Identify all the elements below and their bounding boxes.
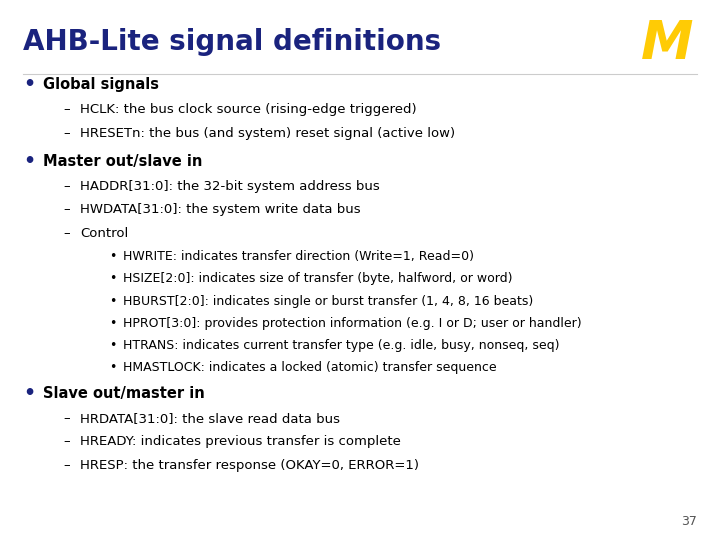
Text: HADDR[31:0]: the 32-bit system address bus: HADDR[31:0]: the 32-bit system address b… [81, 180, 380, 193]
Text: •: • [23, 384, 35, 403]
Text: AHB-Lite signal definitions: AHB-Lite signal definitions [23, 28, 441, 56]
Text: –: – [63, 180, 70, 193]
Text: Control: Control [81, 227, 129, 240]
Text: •: • [23, 75, 35, 94]
Text: –: – [63, 458, 70, 471]
Text: HWRITE: indicates transfer direction (Write=1, Read=0): HWRITE: indicates transfer direction (Wr… [123, 250, 474, 263]
Text: –: – [63, 435, 70, 448]
Text: HWDATA[31:0]: the system write data bus: HWDATA[31:0]: the system write data bus [81, 204, 361, 217]
Text: •: • [109, 317, 117, 330]
Text: Slave out/master in: Slave out/master in [43, 386, 204, 401]
Text: HPROT[3:0]: provides protection information (e.g. I or D; user or handler): HPROT[3:0]: provides protection informat… [123, 317, 582, 330]
Text: –: – [63, 412, 70, 425]
Text: HCLK: the bus clock source (rising-edge triggered): HCLK: the bus clock source (rising-edge … [81, 103, 417, 116]
Text: •: • [109, 294, 117, 308]
Text: •: • [109, 361, 117, 374]
Text: –: – [63, 204, 70, 217]
Text: Master out/slave in: Master out/slave in [43, 154, 202, 169]
Text: M: M [641, 17, 693, 70]
Text: –: – [63, 227, 70, 240]
Text: HMASTLOCK: indicates a locked (atomic) transfer sequence: HMASTLOCK: indicates a locked (atomic) t… [123, 361, 497, 374]
Text: •: • [23, 152, 35, 171]
Text: HSIZE[2:0]: indicates size of transfer (byte, halfword, or word): HSIZE[2:0]: indicates size of transfer (… [123, 272, 513, 285]
Text: HBURST[2:0]: indicates single or burst transfer (1, 4, 8, 16 beats): HBURST[2:0]: indicates single or burst t… [123, 294, 534, 308]
Text: HRESETn: the bus (and system) reset signal (active low): HRESETn: the bus (and system) reset sign… [81, 126, 456, 139]
Text: HRDATA[31:0]: the slave read data bus: HRDATA[31:0]: the slave read data bus [81, 412, 341, 425]
Text: –: – [63, 103, 70, 116]
Text: •: • [109, 250, 117, 263]
Text: HREADY: indicates previous transfer is complete: HREADY: indicates previous transfer is c… [81, 435, 401, 448]
Text: HRESP: the transfer response (OKAY=0, ERROR=1): HRESP: the transfer response (OKAY=0, ER… [81, 458, 419, 471]
Text: HTRANS: indicates current transfer type (e.g. idle, busy, nonseq, seq): HTRANS: indicates current transfer type … [123, 339, 560, 352]
Text: •: • [109, 339, 117, 352]
Text: –: – [63, 126, 70, 139]
Text: •: • [109, 272, 117, 285]
Text: 37: 37 [681, 515, 697, 528]
Text: Global signals: Global signals [43, 77, 159, 92]
